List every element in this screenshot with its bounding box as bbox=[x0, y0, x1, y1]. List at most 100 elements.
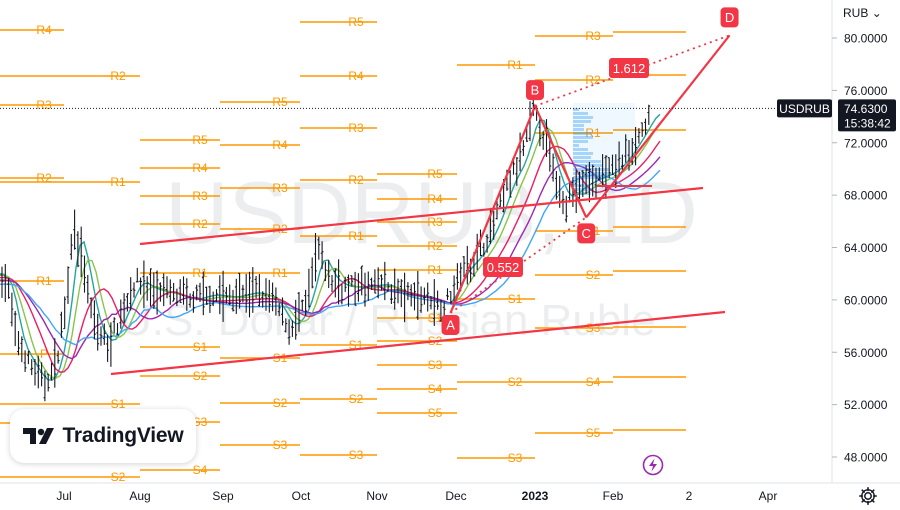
candle bbox=[370, 277, 373, 290]
candle bbox=[60, 311, 63, 338]
candle bbox=[23, 350, 27, 372]
tradingview-logo[interactable]: TradingView bbox=[10, 409, 196, 463]
last-price-tag-bg bbox=[838, 99, 896, 132]
candle bbox=[30, 359, 34, 376]
candle bbox=[0, 266, 4, 298]
pivot-label-r2: R2 bbox=[192, 217, 208, 231]
pivot-label-r2: R2 bbox=[348, 173, 364, 187]
currency-selector[interactable]: RUB ⌄ bbox=[843, 6, 882, 20]
candle bbox=[69, 233, 73, 260]
candle bbox=[429, 296, 433, 310]
candle bbox=[238, 272, 241, 309]
candle bbox=[96, 313, 100, 351]
last-price-value: 74.6300 bbox=[844, 102, 888, 116]
candle bbox=[40, 362, 43, 387]
pattern-point-c[interactable]: C bbox=[577, 223, 596, 244]
candle bbox=[13, 310, 17, 347]
candle bbox=[310, 257, 314, 289]
fib-ratio-1[interactable]: 1.612 bbox=[609, 58, 649, 78]
candle bbox=[241, 284, 245, 303]
price-axis[interactable]: 80.0000 76.0000 72.0000 68.0000 64.0000 60.00… bbox=[0, 0, 896, 483]
candle bbox=[426, 282, 430, 312]
candle bbox=[314, 232, 317, 282]
volume-profile-bar bbox=[573, 160, 601, 163]
candle bbox=[56, 350, 60, 364]
candle bbox=[20, 336, 24, 363]
candle bbox=[498, 193, 502, 207]
volume-profile-bar bbox=[573, 140, 588, 143]
candle bbox=[93, 300, 96, 340]
candle bbox=[419, 286, 423, 313]
pivot-label-r1: R1 bbox=[192, 266, 208, 280]
fib-ratio-0[interactable]: 0.552 bbox=[483, 257, 523, 277]
pattern-point-d[interactable]: D bbox=[720, 7, 739, 28]
pivot-label-s1: S1 bbox=[193, 340, 208, 354]
pivot-label-r5: R5 bbox=[427, 167, 443, 181]
candle bbox=[277, 302, 281, 317]
moving-averages bbox=[0, 113, 661, 381]
pattern-point-b[interactable]: B bbox=[526, 80, 544, 101]
candle bbox=[231, 289, 235, 312]
pattern-point-a[interactable]: A bbox=[441, 314, 460, 335]
candle bbox=[607, 157, 611, 179]
pivot-label-r1: R1 bbox=[507, 58, 523, 72]
candle bbox=[366, 271, 370, 301]
price-tick-label: 76.0000 bbox=[844, 84, 888, 98]
candle bbox=[139, 277, 142, 295]
candle bbox=[386, 282, 390, 292]
price-tick-label: 60.0000 bbox=[844, 293, 888, 307]
candle bbox=[99, 326, 103, 346]
volume-profile-bar bbox=[573, 164, 602, 167]
time-axis[interactable]: Jul Aug Sep Oct Nov Dec 2023 Feb 2 Apr bbox=[0, 482, 900, 503]
volume-profile-bar bbox=[573, 108, 579, 111]
ma-mid-line bbox=[0, 122, 661, 379]
candle bbox=[376, 267, 380, 299]
pivot-label-s4: S4 bbox=[586, 375, 601, 389]
candle bbox=[597, 167, 601, 181]
ma-fast-line bbox=[0, 113, 661, 381]
candle bbox=[106, 334, 109, 362]
candle bbox=[406, 282, 410, 301]
symbol-tag[interactable]: USDRUB bbox=[777, 99, 832, 118]
candle bbox=[446, 288, 449, 301]
pivot-label-r4: R4 bbox=[192, 161, 208, 175]
abcd-pattern[interactable]: A B C D 0.552 1.612 bbox=[441, 7, 739, 335]
candle bbox=[333, 268, 337, 298]
candle bbox=[350, 275, 354, 287]
pivot-label-r2: R2 bbox=[427, 239, 443, 253]
candle bbox=[360, 265, 364, 296]
candle bbox=[244, 273, 248, 313]
candle bbox=[43, 370, 47, 402]
candle bbox=[129, 277, 133, 311]
candle bbox=[403, 272, 406, 323]
candle bbox=[330, 274, 334, 292]
pivot-label-r3: R3 bbox=[585, 29, 601, 43]
pattern-cd-line bbox=[585, 34, 731, 219]
candle bbox=[66, 266, 70, 304]
candle bbox=[320, 241, 324, 270]
settings-gear-icon[interactable] bbox=[858, 486, 878, 506]
candle bbox=[89, 297, 93, 319]
pattern-point-badge bbox=[577, 223, 596, 244]
pivot-label-s1: S1 bbox=[508, 292, 523, 306]
trend-channel bbox=[110, 185, 726, 376]
channel-upper-line bbox=[139, 186, 704, 246]
candle bbox=[281, 297, 284, 326]
candle bbox=[185, 278, 189, 311]
candle bbox=[165, 276, 169, 299]
candle bbox=[73, 209, 76, 250]
candle bbox=[393, 268, 397, 310]
pivot-label-s4: S4 bbox=[193, 463, 208, 477]
lightning-icon[interactable] bbox=[642, 454, 664, 476]
candle bbox=[211, 291, 215, 307]
pivot-label-r5: R5 bbox=[192, 133, 208, 147]
candle bbox=[274, 287, 278, 316]
candle bbox=[588, 161, 591, 203]
candle bbox=[195, 284, 199, 301]
pattern-point-badge bbox=[441, 314, 460, 335]
pivot-label-s3: S3 bbox=[428, 358, 443, 372]
candle bbox=[63, 296, 67, 330]
candle bbox=[7, 277, 10, 299]
